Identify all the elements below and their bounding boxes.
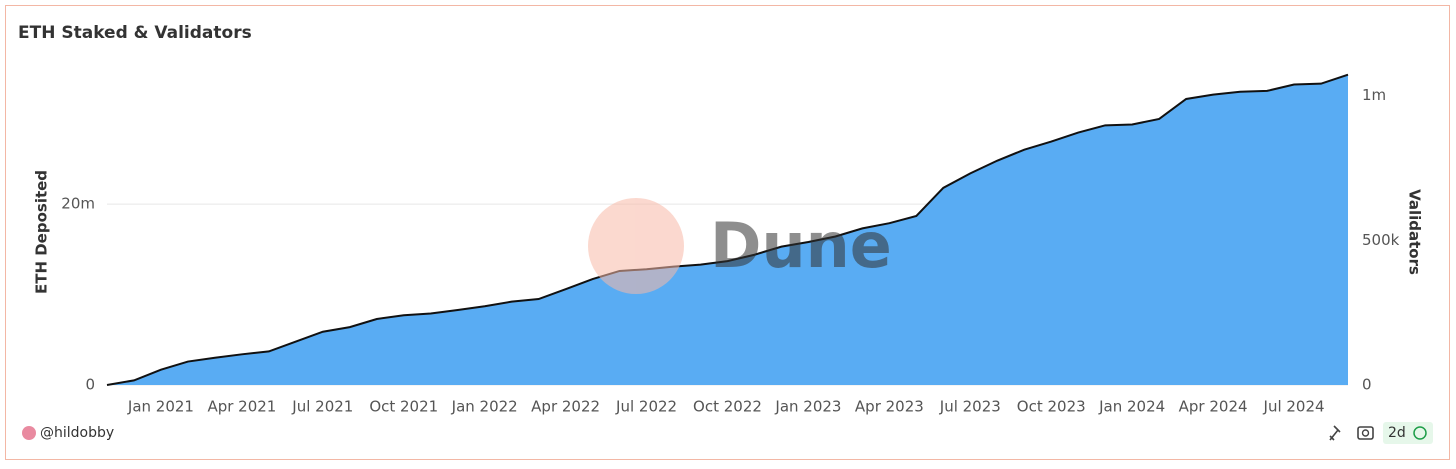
plot-area — [106, 73, 1349, 386]
y-tick-label: 20m — [61, 195, 95, 213]
x-tick-label: Jan 2023 — [774, 398, 841, 416]
line — [106, 73, 1349, 386]
x-tick-label: Oct 2021 — [369, 398, 438, 416]
x-tick-label: Jul 2022 — [615, 398, 677, 416]
avatar — [22, 426, 36, 440]
screenshot-icon[interactable] — [1357, 426, 1374, 440]
x-tick-label: Apr 2024 — [1179, 398, 1248, 416]
y2-tick-label: 1m — [1362, 86, 1386, 104]
watermark-text: Dune — [710, 209, 892, 282]
x-tick-label: Jul 2024 — [1263, 398, 1325, 416]
embed-icon[interactable] — [1329, 425, 1341, 441]
x-tick-label: Apr 2021 — [207, 398, 276, 416]
y2-tick-label: 0 — [1362, 376, 1372, 394]
x-tick-label: Apr 2023 — [855, 398, 924, 416]
x-tick-label: Oct 2023 — [1017, 398, 1086, 416]
screenshot-lens — [1361, 429, 1370, 437]
watermark-logo — [588, 198, 684, 294]
check-icon — [1413, 426, 1427, 440]
watermark: Dune — [588, 198, 892, 294]
y-axis-label: ETH Deposited — [33, 170, 51, 294]
y2-tick-label: 500k — [1362, 231, 1400, 249]
author[interactable]: @hildobby — [40, 425, 114, 441]
x-tick-label: Jan 2021 — [127, 398, 194, 416]
x-tick-label: Jan 2024 — [1098, 398, 1165, 416]
y-tick-label: 0 — [85, 376, 95, 394]
chart-title: ETH Staked & Validators — [18, 23, 252, 43]
x-tick-label: Apr 2022 — [531, 398, 600, 416]
y2-axis-label: Validators — [1406, 189, 1424, 275]
freshness: 2d — [1388, 425, 1406, 441]
x-tick-label: Jan 2022 — [451, 398, 518, 416]
x-tick-label: Jul 2021 — [291, 398, 353, 416]
area — [107, 74, 1348, 385]
x-tick-label: Oct 2022 — [693, 398, 762, 416]
x-tick-label: Jul 2023 — [939, 398, 1001, 416]
